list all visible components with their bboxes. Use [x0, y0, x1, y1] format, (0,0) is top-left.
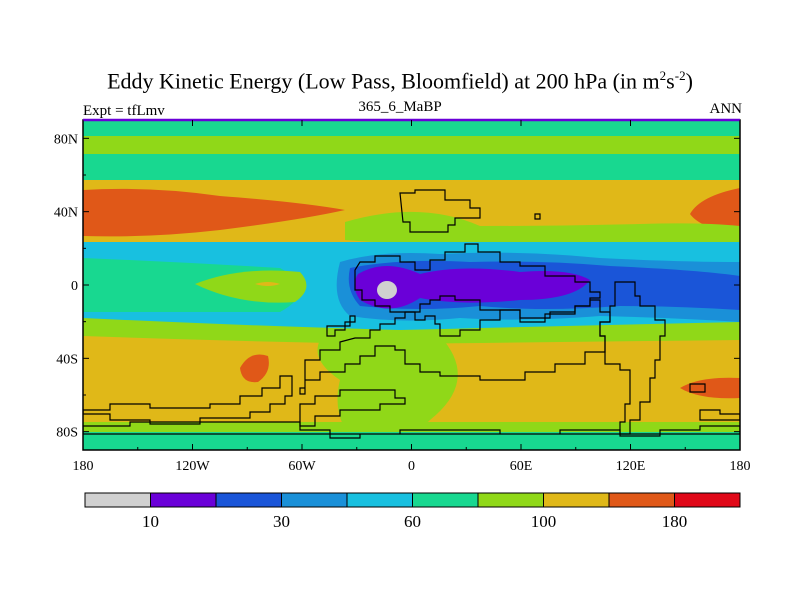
outline-southeast-coast	[699, 409, 740, 421]
colorbar-swatch	[346, 492, 413, 508]
colorbar-swatch	[543, 492, 610, 508]
equatorial-minimum	[354, 266, 590, 309]
y-tick-label: 0	[71, 279, 78, 294]
colorbar-label: 180	[662, 512, 688, 531]
x-tick-label: 60E	[510, 459, 533, 474]
colorbar-swatch	[84, 492, 151, 508]
y-tick-label: 40S	[56, 352, 78, 367]
axes: 180 120W 60W 0 60E 120E 180 80N 40N 0 40S 80S	[54, 120, 751, 474]
sh-jet-max-west	[240, 354, 269, 383]
colorbar-label: 100	[531, 512, 557, 531]
continent-outlines	[83, 189, 740, 439]
outline-west-island	[326, 315, 356, 337]
band-20s-green	[83, 318, 740, 344]
nh-jet-max-west	[83, 188, 345, 237]
x-tick-label: 120W	[175, 459, 210, 474]
outline-europe	[399, 189, 481, 233]
band-55n	[83, 154, 740, 180]
colorbar-swatch	[281, 492, 348, 508]
colorbar-swatch	[412, 492, 479, 508]
contour-map	[83, 120, 740, 450]
band-80s	[83, 432, 740, 450]
x-tick-label: 60W	[288, 459, 316, 474]
chart-title: Eddy Kinetic Energy (Low Pass, Bloomfiel…	[107, 68, 693, 94]
lowest-value-spot	[377, 281, 397, 299]
colorbar-label: 10	[142, 512, 159, 531]
experiment-label: Expt = tfLmv	[83, 103, 165, 119]
sh-jet-max-east	[680, 377, 740, 399]
y-tick-label: 80N	[54, 132, 78, 147]
band-60n	[83, 136, 740, 154]
y-tick-label: 80S	[56, 426, 78, 441]
x-tick-label: 120E	[616, 459, 646, 474]
tropical-yellowgreen-west	[195, 270, 307, 303]
outline-southeast-island	[689, 383, 706, 393]
y-tick-label: 40N	[54, 206, 78, 221]
season-label: ANN	[709, 101, 743, 117]
colorbar-label: 30	[273, 512, 290, 531]
outline-southwest-peninsula	[83, 375, 293, 425]
colorbar: 10 30 60 100 180	[84, 492, 741, 531]
outline-eastern-continent	[599, 281, 666, 435]
subtitle-center: 365_6_MaBP	[358, 99, 442, 115]
colorbar-swatch	[150, 492, 217, 508]
colorbar-swatch	[608, 492, 675, 508]
x-tick-label: 180	[73, 459, 94, 474]
colorbar-swatch	[477, 492, 544, 508]
x-tick-label: 0	[408, 459, 415, 474]
sh-green-tongue	[317, 333, 458, 449]
colorbar-swatch	[674, 492, 741, 508]
outline-southern-shelf	[299, 389, 406, 427]
colorbar-swatch	[215, 492, 282, 508]
band-30n-green	[345, 211, 740, 246]
outline-antarctic-coast	[83, 421, 740, 439]
colorbar-label: 60	[404, 512, 421, 531]
outline-small-island	[534, 213, 541, 220]
x-tick-label: 180	[730, 459, 751, 474]
tropical-yellow-spot	[255, 282, 280, 286]
